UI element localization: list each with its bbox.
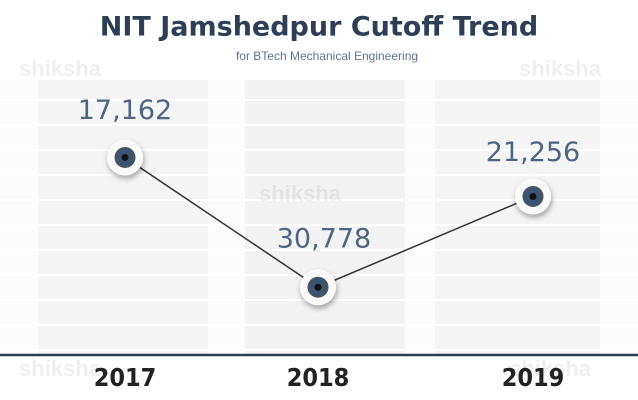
- watermark: shiksha: [259, 181, 342, 206]
- marker-center: [314, 283, 322, 291]
- marker-center: [529, 192, 537, 200]
- watermark: shiksha: [19, 56, 102, 81]
- chart-title: NIT Jamshedpur Cutoff Trend: [100, 12, 538, 43]
- watermark: shiksha: [19, 356, 102, 381]
- x-tick-label: 2019: [502, 363, 565, 392]
- watermark: shiksha: [519, 56, 602, 81]
- data-label: 21,256: [486, 137, 580, 168]
- x-tick-label: 2017: [94, 363, 157, 392]
- x-tick-label: 2018: [287, 363, 350, 392]
- data-label: 17,162: [78, 95, 172, 126]
- background: shiksha shiksha shiksha shiksha shiksha: [0, 56, 638, 381]
- marker-center: [121, 153, 129, 161]
- watermark: shiksha: [509, 356, 592, 381]
- data-label: 30,778: [277, 224, 371, 255]
- chart-subtitle: for BTech Mechanical Engineering: [236, 49, 418, 63]
